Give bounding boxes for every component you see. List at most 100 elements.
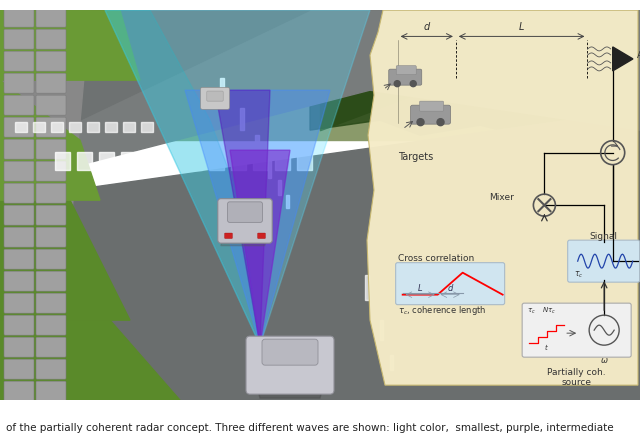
Polygon shape: [365, 275, 369, 300]
Polygon shape: [0, 10, 90, 400]
Polygon shape: [255, 380, 325, 398]
Polygon shape: [209, 152, 224, 170]
FancyBboxPatch shape: [4, 249, 34, 269]
Polygon shape: [612, 47, 633, 71]
Text: of the partially coherent radar concept. Three different waves are shown: light : of the partially coherent radar concept.…: [6, 423, 614, 433]
FancyBboxPatch shape: [36, 271, 66, 291]
Polygon shape: [230, 150, 290, 345]
FancyBboxPatch shape: [4, 227, 34, 247]
FancyBboxPatch shape: [246, 336, 334, 394]
FancyBboxPatch shape: [36, 227, 66, 247]
Text: L: L: [418, 284, 422, 293]
FancyBboxPatch shape: [4, 29, 34, 49]
FancyBboxPatch shape: [225, 233, 232, 239]
FancyBboxPatch shape: [36, 205, 66, 225]
FancyBboxPatch shape: [4, 337, 34, 357]
FancyBboxPatch shape: [388, 69, 422, 85]
FancyBboxPatch shape: [4, 73, 34, 93]
FancyBboxPatch shape: [36, 29, 66, 49]
Bar: [278, 180, 281, 195]
FancyBboxPatch shape: [262, 339, 318, 365]
Polygon shape: [0, 80, 100, 200]
Text: $\tau_c$: $\tau_c$: [573, 269, 583, 280]
FancyBboxPatch shape: [36, 139, 66, 159]
Polygon shape: [105, 10, 260, 345]
Polygon shape: [0, 10, 140, 80]
FancyBboxPatch shape: [36, 315, 66, 335]
FancyBboxPatch shape: [36, 7, 66, 27]
Polygon shape: [51, 122, 63, 132]
FancyBboxPatch shape: [4, 271, 34, 291]
Polygon shape: [123, 122, 135, 132]
Text: $\tau_c$, coherence length: $\tau_c$, coherence length: [397, 304, 486, 317]
FancyBboxPatch shape: [36, 249, 66, 269]
Polygon shape: [221, 231, 269, 246]
Text: Cross correlation: Cross correlation: [397, 254, 474, 263]
Text: Partially coh.: Partially coh.: [547, 368, 606, 377]
Polygon shape: [275, 152, 290, 170]
Bar: [268, 160, 271, 178]
Polygon shape: [0, 110, 640, 400]
Text: d: d: [424, 22, 430, 33]
Polygon shape: [0, 320, 180, 400]
FancyBboxPatch shape: [258, 233, 266, 239]
Polygon shape: [390, 355, 393, 370]
Polygon shape: [215, 90, 270, 345]
FancyBboxPatch shape: [4, 315, 34, 335]
FancyBboxPatch shape: [568, 240, 640, 282]
Bar: [220, 78, 224, 100]
Polygon shape: [60, 10, 640, 170]
Text: Mixer: Mixer: [490, 193, 515, 202]
Polygon shape: [77, 152, 92, 170]
FancyBboxPatch shape: [522, 303, 631, 357]
Polygon shape: [33, 122, 45, 132]
Polygon shape: [121, 152, 136, 170]
Circle shape: [417, 119, 424, 126]
FancyBboxPatch shape: [200, 87, 230, 109]
Polygon shape: [99, 152, 114, 170]
FancyBboxPatch shape: [4, 7, 34, 27]
FancyBboxPatch shape: [36, 293, 66, 313]
FancyBboxPatch shape: [410, 105, 451, 124]
FancyBboxPatch shape: [36, 51, 66, 71]
Bar: [286, 195, 289, 208]
Text: $\tau_c$: $\tau_c$: [527, 307, 536, 316]
Polygon shape: [105, 122, 117, 132]
Polygon shape: [0, 200, 130, 320]
Polygon shape: [80, 10, 310, 120]
Text: $\omega$: $\omega$: [600, 356, 609, 365]
FancyBboxPatch shape: [396, 66, 416, 74]
FancyBboxPatch shape: [4, 183, 34, 203]
FancyBboxPatch shape: [36, 95, 66, 115]
Bar: [240, 108, 244, 130]
Polygon shape: [15, 122, 27, 132]
FancyBboxPatch shape: [4, 381, 34, 401]
Polygon shape: [69, 122, 81, 132]
Text: d: d: [447, 284, 453, 293]
FancyBboxPatch shape: [4, 205, 34, 225]
Circle shape: [437, 119, 444, 126]
Polygon shape: [187, 152, 202, 170]
FancyBboxPatch shape: [4, 359, 34, 379]
FancyBboxPatch shape: [207, 91, 223, 101]
Bar: [255, 135, 259, 155]
Polygon shape: [141, 122, 153, 132]
FancyBboxPatch shape: [420, 101, 444, 111]
FancyBboxPatch shape: [228, 202, 262, 223]
Polygon shape: [297, 152, 312, 170]
FancyBboxPatch shape: [36, 161, 66, 181]
Polygon shape: [231, 152, 246, 170]
Polygon shape: [143, 152, 158, 170]
FancyBboxPatch shape: [4, 293, 34, 313]
Text: source: source: [562, 378, 591, 387]
FancyBboxPatch shape: [218, 198, 272, 243]
Text: L: L: [519, 22, 524, 33]
Polygon shape: [87, 122, 99, 132]
Polygon shape: [105, 10, 370, 345]
Polygon shape: [185, 90, 330, 345]
Text: Signal: Signal: [589, 232, 618, 241]
Text: $t$: $t$: [544, 342, 549, 352]
FancyBboxPatch shape: [4, 161, 34, 181]
Polygon shape: [55, 152, 70, 170]
FancyBboxPatch shape: [4, 117, 34, 137]
